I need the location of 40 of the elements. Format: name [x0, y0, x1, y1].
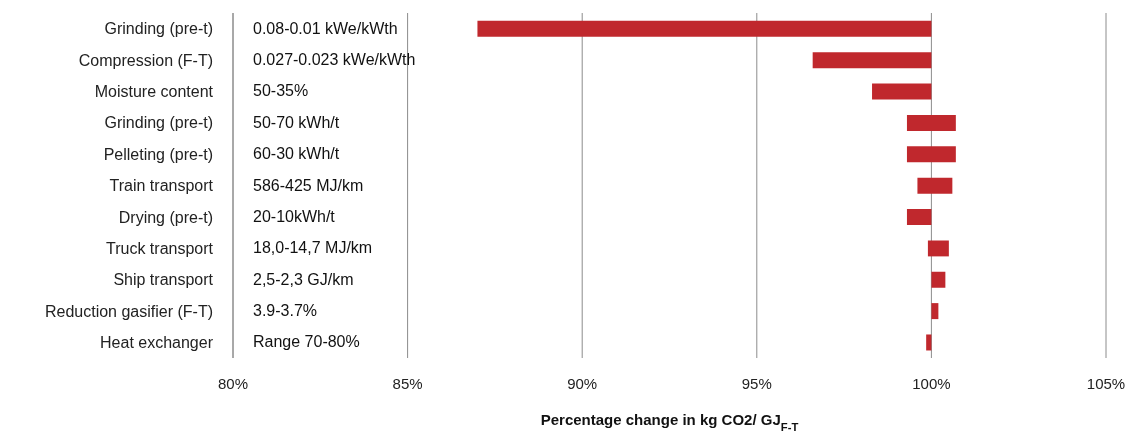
bar [872, 83, 932, 100]
bar [906, 146, 956, 163]
bar [927, 240, 949, 257]
x-tick-label: 80% [217, 374, 249, 392]
bar [906, 114, 956, 131]
x-tick-label: 100% [912, 374, 951, 392]
annotation: 2,5-2,3 GJ/km [253, 270, 354, 288]
y-tick-label: Ship transport [113, 271, 214, 289]
x-tick-label: 85% [392, 374, 423, 392]
bar [931, 303, 939, 320]
y-tick-label: Grinding (pre-t) [104, 20, 213, 38]
y-tick-label: Truck transport [106, 239, 214, 257]
y-tick-label: Pelleting (pre-t) [103, 145, 213, 163]
annotation: 18,0-14,7 MJ/km [253, 239, 373, 257]
annotation: 0.08-0.01 kWe/kWth [253, 19, 398, 37]
y-tick-label: Train transport [109, 177, 214, 195]
y-tick-label: Compression (F-T) [78, 51, 213, 69]
x-tick-label: 95% [741, 374, 772, 392]
annotation: Range 70-80% [253, 333, 360, 351]
bar [812, 52, 932, 69]
annotation: 50-35% [253, 82, 309, 100]
x-tick-label: 90% [567, 374, 598, 392]
bar [477, 20, 932, 37]
annotation: 3.9-3.7% [253, 301, 318, 319]
annotation: 0.027-0.023 kWe/kWth [253, 51, 416, 69]
annotation: 20-10kWh/t [253, 207, 336, 225]
y-tick-label: Drying (pre-t) [118, 208, 213, 226]
annotation: 586-425 MJ/km [253, 176, 364, 194]
x-tick-label: 105% [1086, 374, 1126, 392]
y-tick-label: Heat exchanger [100, 334, 214, 351]
bar [931, 271, 946, 288]
bar [906, 209, 932, 226]
annotation: 50-70 kWh/t [253, 113, 340, 131]
y-tick-label: Reduction gasifier (F-T) [44, 302, 213, 320]
bar [926, 334, 932, 351]
y-tick-label: Moisture content [94, 83, 214, 101]
bar [917, 177, 953, 194]
x-axis-title: Percentage change in kg CO2/ GJ$_{F-T}$ [540, 411, 799, 433]
y-tick-label: Grinding (pre-t) [104, 114, 213, 132]
annotation: 60-30 kWh/t [253, 145, 340, 163]
